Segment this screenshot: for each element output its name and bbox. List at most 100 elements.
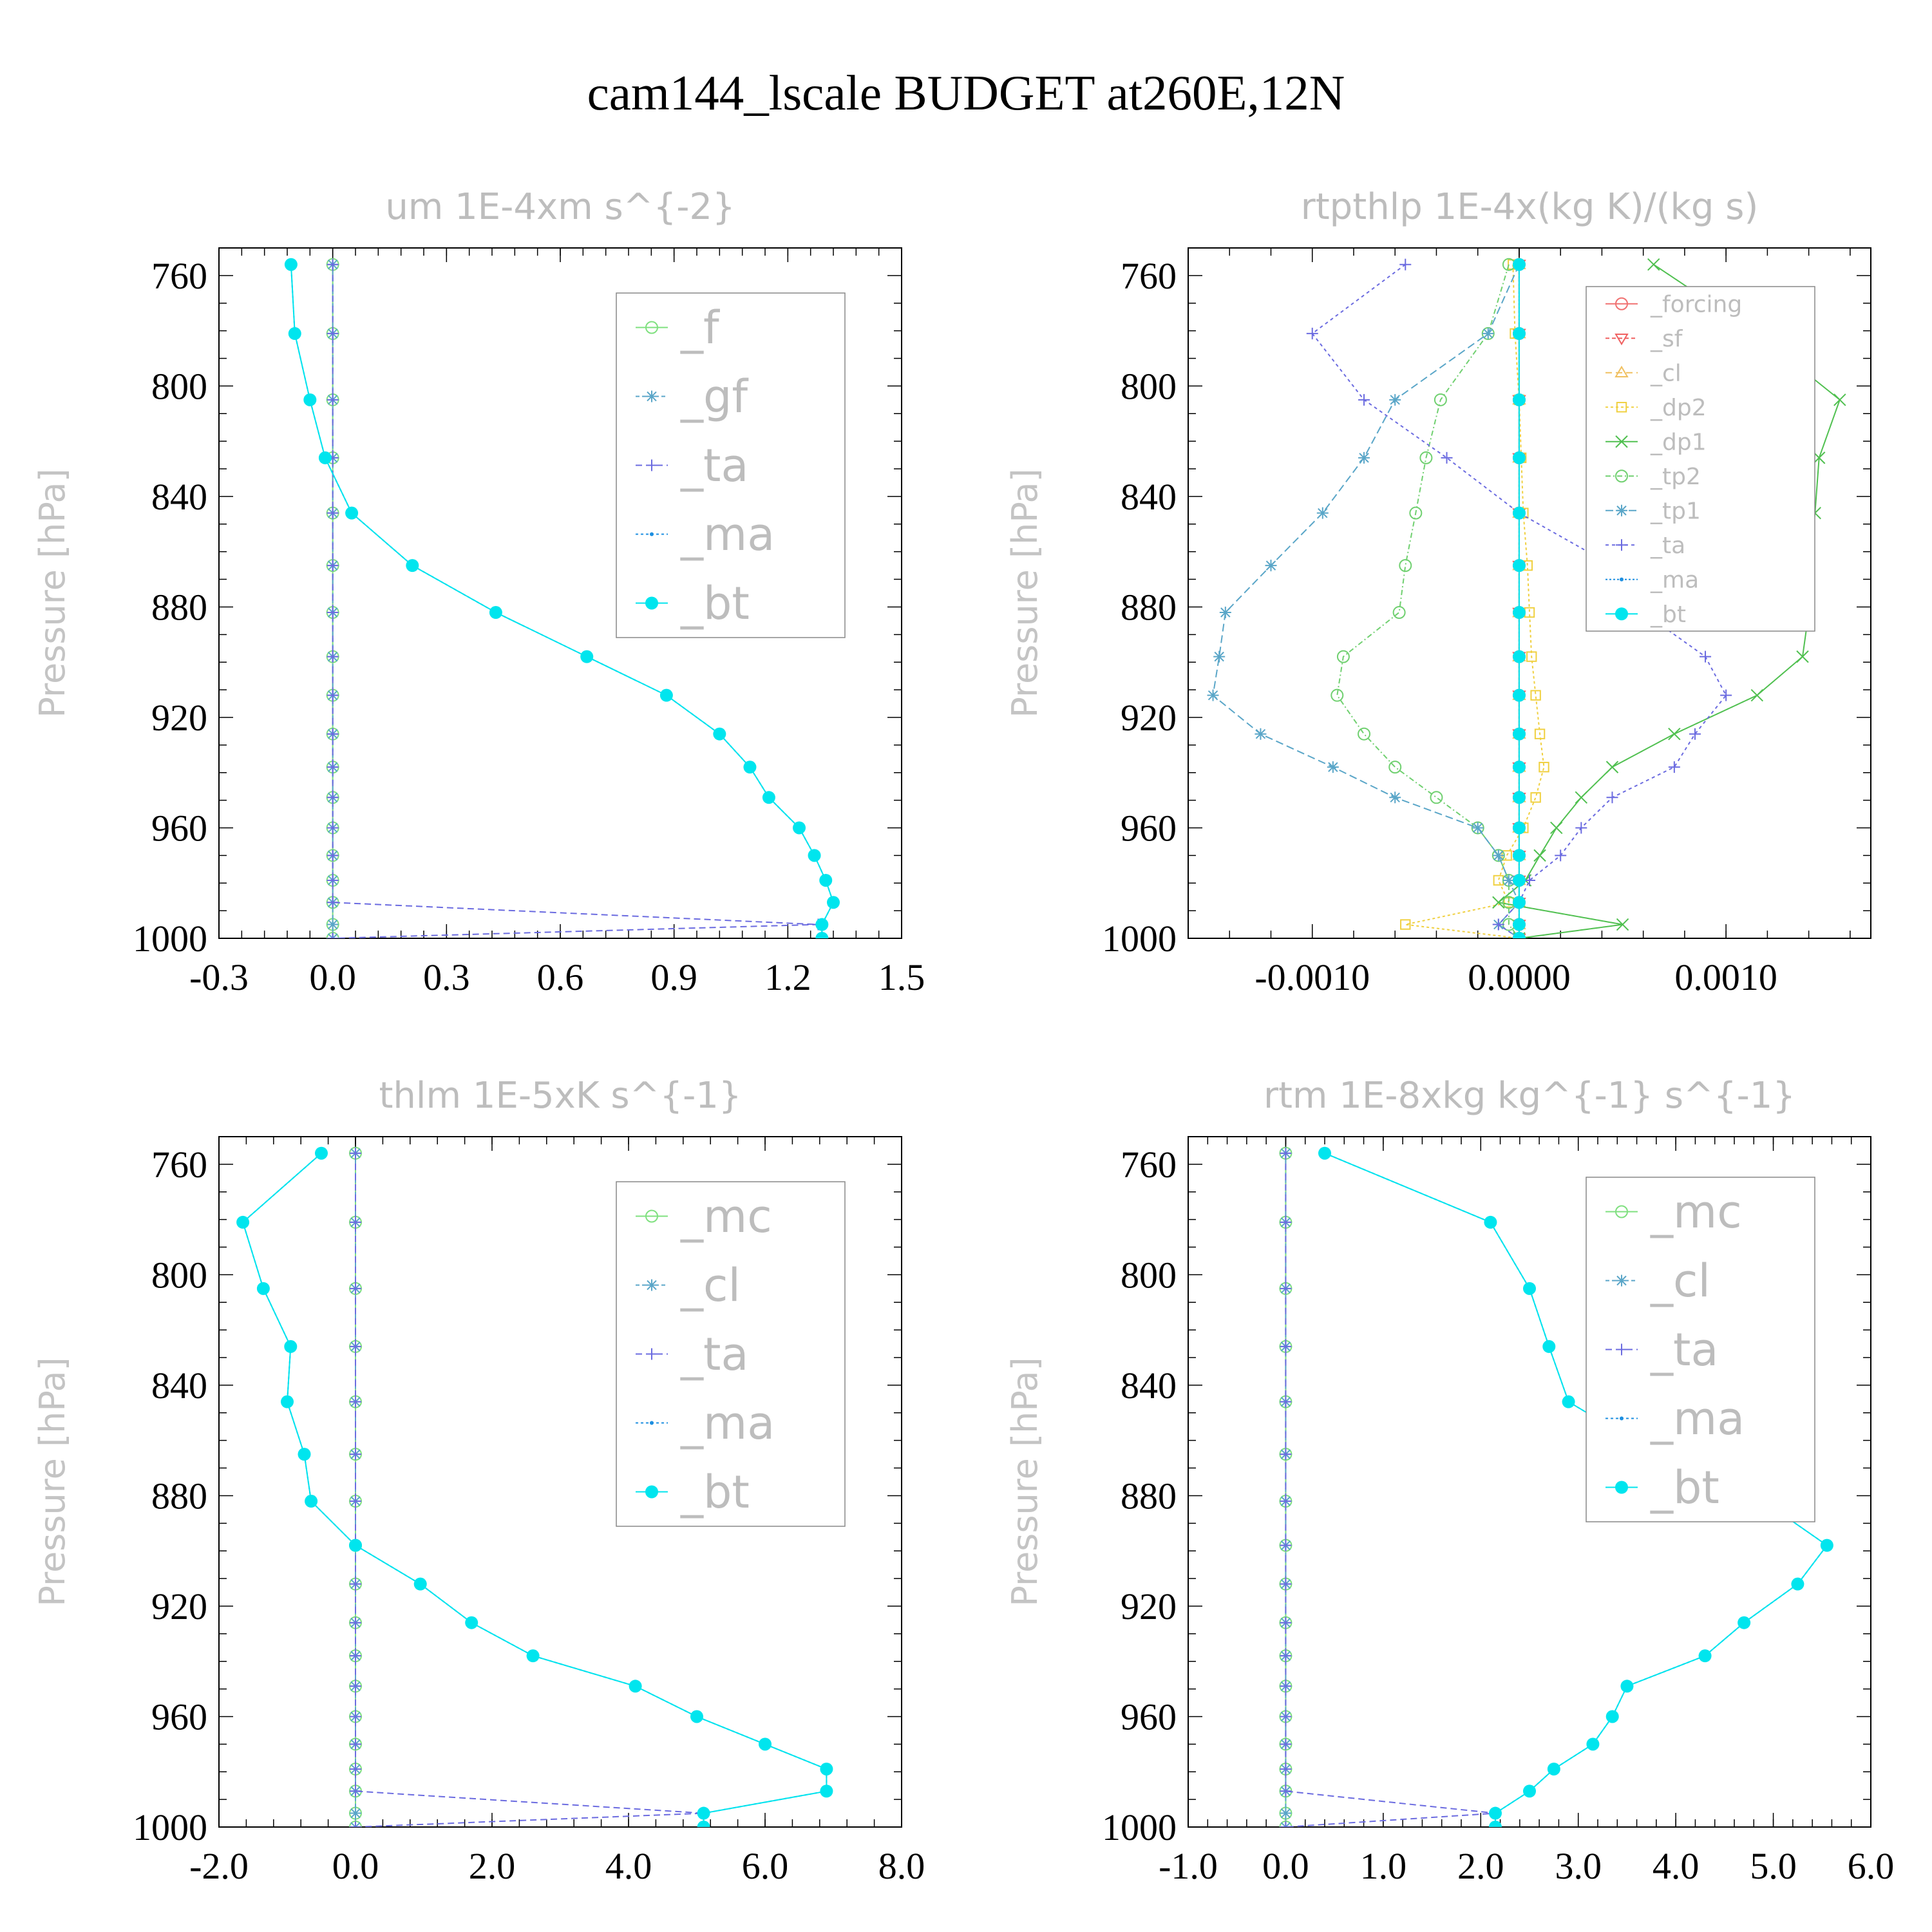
data-point [350,1785,361,1797]
data-point [1512,821,1526,835]
legend-entry: _ma [680,1397,775,1450]
data-point [350,1495,361,1508]
data-point [327,607,339,619]
legend-marker [1616,539,1627,551]
data-point [284,258,298,271]
legend-entry: _ta [1650,1323,1718,1376]
data-point [1409,506,1423,520]
data-point [298,1448,311,1461]
data-point [305,1495,318,1508]
data-point [1555,849,1567,862]
legend-marker [646,1348,658,1360]
data-point [406,559,419,573]
y-axis-label: Pressure [hPa] [32,1357,73,1606]
data-point [1280,1282,1292,1294]
legend-marker [1616,402,1627,413]
data-point [1207,689,1219,701]
data-point [327,728,339,740]
data-point [1820,1539,1833,1552]
data-point [1530,690,1541,701]
data-point [713,727,726,741]
data-point [1523,1282,1536,1295]
data-point [1550,821,1563,835]
data-point [1492,896,1505,909]
data-point [288,327,301,340]
data-point [1668,761,1680,773]
data-point [1331,688,1344,702]
legend: _mc _cl _ta _ma _bt [1586,1177,1815,1522]
data-point [1482,327,1494,339]
x-tick-label: -0.3 [189,956,249,998]
data-point [1280,1650,1292,1662]
data-point [815,932,829,938]
data-point [759,1738,772,1751]
data-point [1280,1763,1292,1775]
data-point [327,507,339,519]
data-point [350,1448,361,1461]
data-point [1575,822,1587,834]
data-point [327,849,339,862]
y-tick-label: 920 [1121,1586,1177,1627]
data-point [1526,651,1537,662]
plot-frame [218,1136,902,1828]
data-point [1542,1340,1556,1353]
legend-marker [1615,607,1628,621]
data-point [350,1738,361,1750]
x-tick-label: 0.0000 [1468,956,1571,998]
legend-marker [1615,365,1629,378]
x-tick-label: 2.0 [1457,1845,1504,1887]
x-tick-label: 6.0 [742,1845,789,1887]
data-point [1720,689,1732,701]
data-point [1524,874,1535,886]
y-tick-label: 840 [151,476,207,518]
data-point [1534,728,1546,739]
y-tick-label: 760 [1121,1144,1177,1186]
data-point [1280,1539,1292,1551]
legend-marker [645,1209,658,1223]
data-point [1512,688,1526,702]
legend-marker [1615,1481,1628,1494]
data-point [1606,791,1618,804]
plot-area [1207,257,1846,938]
data-point [827,896,840,909]
legend: _f _gf _ta _ma _bt [616,292,846,638]
x-tick-label: 2.0 [469,1845,516,1887]
y-tick-label: 760 [151,255,207,297]
data-point [1280,1448,1292,1461]
legend-entry: _forcing [1650,291,1742,317]
legend: _forcing _sf _cl _dp2 _dp1 _tp2 _tp1 _ta _ma _bt [1586,286,1815,632]
x-tick-label: 0.6 [537,956,584,998]
data-point [629,1680,642,1693]
data-point [1512,896,1526,909]
data-point [345,506,359,520]
plot-frame [1188,247,1871,939]
y-tick-label: 800 [151,1254,207,1296]
data-point [1434,393,1447,406]
data-point [1327,761,1339,773]
series-line [1212,264,1520,938]
data-point [1616,918,1629,931]
legend-marker [645,1485,658,1499]
data-point [1399,559,1412,573]
plot-area [284,258,840,938]
data-point [1389,791,1401,804]
x-tick-label: -0.0010 [1255,956,1370,998]
data-point [1605,1710,1619,1723]
y-tick-label: 800 [1121,365,1177,407]
data-point [1489,1821,1502,1827]
data-point [820,1762,833,1776]
y-tick-label: 1000 [1102,918,1177,960]
series-line [1405,264,1545,938]
data-point [1562,1395,1575,1408]
data-point [1539,761,1549,773]
legend: _mc _cl _ta _ma _bt [616,1181,846,1527]
data-point [1280,1738,1292,1750]
data-point [1512,791,1526,804]
legend-entry: _bt [1650,1461,1719,1514]
data-point [1255,728,1267,740]
data-point [1472,822,1484,834]
data-point [327,327,339,339]
legend-entry: _bt [1650,601,1686,628]
data-point [1280,1340,1292,1352]
data-point [1280,1578,1292,1590]
